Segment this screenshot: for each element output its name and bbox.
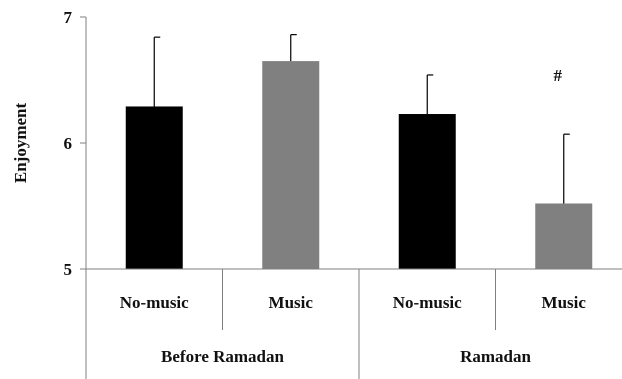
x-axis: No-music Music No-music Music Before Ramadan… <box>85 268 622 379</box>
bar <box>125 106 183 270</box>
bar <box>262 61 320 269</box>
bar <box>398 114 456 270</box>
x-tick-label: Music <box>542 293 587 312</box>
annotation: # <box>554 66 563 85</box>
x-tick-label: No-music <box>120 293 189 312</box>
x-tick-label: Music <box>269 293 314 312</box>
y-tick-label: 7 <box>64 8 73 27</box>
bars <box>125 61 593 270</box>
y-tick-label: 6 <box>64 134 73 153</box>
x-tick-label: No-music <box>393 293 462 312</box>
y-axis: 5 6 7 <box>64 8 87 279</box>
annotations: # <box>554 66 563 85</box>
y-axis-label: Enjoyment <box>11 103 30 184</box>
group-label: Before Ramadan <box>161 347 284 366</box>
group-label: Ramadan <box>460 347 531 366</box>
bar <box>535 203 593 269</box>
error-bars <box>153 34 570 204</box>
y-tick-label: 5 <box>64 260 73 279</box>
